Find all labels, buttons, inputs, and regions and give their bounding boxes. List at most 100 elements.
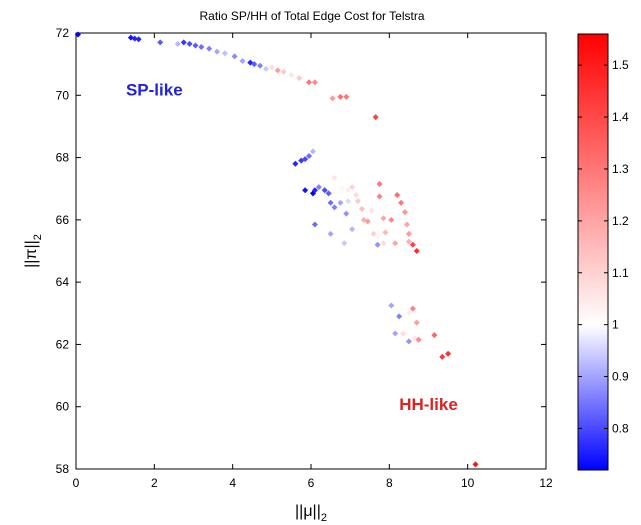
data-point [157, 39, 164, 46]
data-point [376, 181, 383, 188]
data-point [331, 204, 338, 211]
data-point [335, 179, 342, 186]
colorbar-tick-label: 0.8 [612, 421, 629, 435]
data-point [343, 210, 350, 217]
y-tick-label: 64 [56, 275, 70, 289]
data-point [405, 238, 412, 245]
data-point [192, 42, 199, 49]
data-point [409, 241, 416, 248]
data-point [311, 187, 318, 194]
colorbar-tick-label: 1.1 [612, 266, 629, 280]
data-point [135, 36, 142, 43]
data-point [257, 62, 264, 69]
data-point [388, 216, 395, 223]
x-tick-label: 10 [461, 476, 475, 490]
colorbar-tick-label: 0.9 [612, 370, 629, 384]
colorbar [577, 33, 609, 471]
data-points [74, 31, 479, 468]
y-tick-label: 70 [56, 88, 70, 102]
data-point [180, 39, 187, 46]
data-point [343, 93, 350, 100]
colorbar-tick-label: 1.3 [612, 162, 629, 176]
y-axis: 58 60 62 64 66 68 70 72 [56, 26, 546, 476]
data-point [309, 148, 316, 155]
data-point [345, 187, 352, 194]
y-axis-label-sub: 2 [32, 234, 44, 240]
plot-area [75, 32, 547, 470]
data-point [364, 218, 371, 225]
data-point [374, 241, 381, 248]
data-point [231, 53, 238, 60]
data-point [311, 79, 318, 86]
y-tick-label: 62 [56, 337, 70, 351]
data-point [388, 302, 395, 309]
data-point [186, 40, 193, 47]
data-point [368, 207, 375, 214]
y-axis-label-main: ||π|| [23, 240, 40, 268]
y-tick-label: 72 [56, 26, 70, 40]
x-tick-label: 2 [151, 476, 158, 490]
data-point [329, 95, 336, 102]
data-point [445, 350, 452, 357]
data-point [206, 45, 213, 52]
data-point [355, 198, 361, 205]
data-point [262, 65, 269, 72]
data-point [405, 230, 412, 237]
y-tick-label: 66 [56, 213, 70, 227]
data-point [251, 61, 258, 68]
colorbar-tick-label: 1 [612, 318, 619, 332]
data-point [337, 199, 344, 206]
data-point [315, 184, 322, 191]
data-point [409, 305, 416, 312]
x-axis-label-main: ||μ|| [295, 503, 321, 520]
data-point [239, 58, 246, 65]
data-point [353, 191, 360, 198]
x-tick-label: 4 [229, 476, 236, 490]
data-point [341, 240, 348, 247]
data-point [372, 114, 379, 121]
data-point [380, 240, 387, 247]
colorbar-tick-label: 1.4 [612, 110, 629, 124]
data-point [439, 353, 446, 360]
data-point [358, 205, 365, 212]
data-point [280, 68, 287, 75]
x-tick-label: 12 [539, 476, 553, 490]
data-point [247, 59, 254, 66]
data-point [321, 187, 328, 194]
data-point [268, 64, 275, 71]
data-point [415, 336, 422, 343]
data-point [413, 319, 420, 326]
x-axis-label: ||μ||2 [295, 503, 327, 524]
data-point [302, 156, 309, 163]
data-point [349, 226, 356, 233]
data-point [382, 229, 389, 236]
data-point [296, 75, 303, 82]
x-tick-label: 6 [308, 476, 315, 490]
data-point [274, 67, 281, 74]
data-point [472, 461, 479, 468]
x-tick-label: 0 [73, 476, 80, 490]
data-point [331, 174, 338, 181]
data-point [74, 31, 81, 38]
y-tick-label: 60 [56, 400, 70, 414]
data-point [292, 160, 299, 167]
annotation-label: SP-like [126, 80, 183, 99]
annotation-label: HH-like [399, 395, 458, 414]
data-point [174, 40, 181, 47]
data-point [339, 185, 346, 192]
data-point [392, 240, 399, 247]
data-point [398, 199, 405, 206]
data-point [392, 330, 399, 337]
data-point [131, 35, 138, 42]
data-point [402, 209, 408, 216]
data-point [327, 199, 334, 206]
data-point [374, 233, 381, 240]
data-point [403, 221, 410, 228]
y-tick-label: 58 [56, 462, 70, 476]
data-point [345, 198, 352, 205]
y-tick-label: 68 [56, 151, 70, 165]
data-point [394, 191, 401, 198]
data-point [325, 190, 332, 197]
colorbar-tick-label: 1.5 [612, 58, 629, 72]
x-tick-label: 8 [386, 476, 393, 490]
